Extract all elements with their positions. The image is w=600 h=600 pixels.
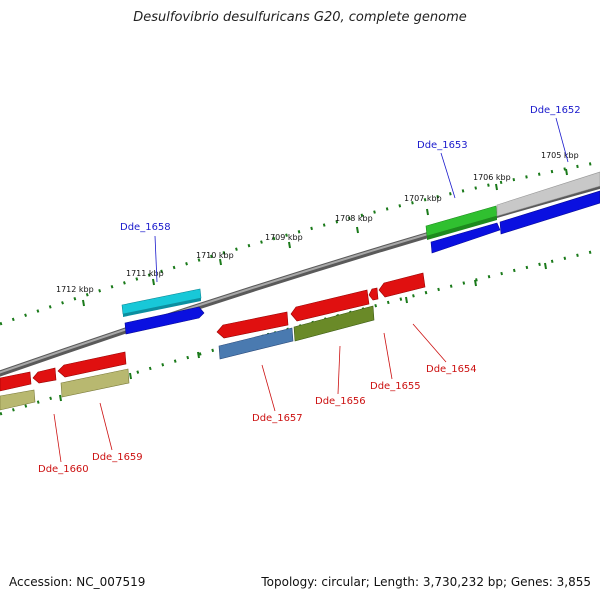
map-title: Desulfovibrio desulfuricans G20, complet… (133, 10, 467, 25)
scale-label: 1705 kbp (541, 151, 579, 160)
scale-label: 1710 kbp (196, 251, 234, 260)
gene-bar-olive[interactable] (293, 305, 375, 342)
gene-label[interactable]: Dde_1655 (370, 381, 421, 392)
gene-label[interactable]: Dde_1658 (120, 222, 171, 233)
gene-bar-red[interactable] (378, 272, 426, 298)
major-ticks-upper (82, 168, 568, 307)
gene-label[interactable]: Dde_1656 (315, 396, 366, 407)
gene-bar-red[interactable] (368, 287, 379, 301)
gene-bar-cyan-shade (123, 298, 201, 317)
gene-bar-steel[interactable] (218, 327, 294, 360)
gene-bar-red[interactable] (216, 311, 289, 339)
gene-label[interactable]: Dde_1659 (92, 452, 143, 463)
scale-label: 1708 kbp (335, 214, 373, 223)
genome-summary: Topology: circular; Length: 3,730,232 bp… (261, 575, 591, 589)
gene-bar-blue[interactable] (499, 190, 600, 235)
gene-bar-khaki[interactable] (60, 368, 130, 398)
gene-label[interactable]: Dde_1652 (530, 105, 581, 116)
gene-bar-red[interactable] (57, 351, 127, 378)
gene-label[interactable]: Dde_1660 (38, 464, 89, 475)
scale-label: 1711 kbp (126, 269, 164, 278)
gene-bar-blue[interactable] (124, 306, 205, 335)
bottom-leader-lines (53, 323, 447, 463)
scale-label: 1706 kbp (473, 173, 511, 182)
accession-label: Accession: NC_007519 (9, 575, 146, 589)
gene-bar-khaki[interactable] (0, 389, 36, 411)
gene-bar-red[interactable] (32, 367, 57, 384)
gene-bar-red[interactable] (0, 371, 32, 392)
gene-bar-gray[interactable] (496, 171, 600, 217)
scale-track-upper (0, 160, 600, 326)
gene-bar-red[interactable] (290, 289, 370, 322)
gene-label[interactable]: Dde_1653 (417, 140, 468, 151)
scale-label: 1709 kbp (265, 233, 303, 242)
gene-label[interactable]: Dde_1654 (426, 364, 477, 375)
gene-bar-blue[interactable] (430, 222, 501, 254)
gene-bar-green-shade (427, 216, 497, 240)
forward-strand-genes (121, 171, 600, 335)
reverse-strand-genes (0, 272, 426, 411)
gene-label[interactable]: Dde_1657 (252, 413, 303, 424)
scale-label: 1712 kbp (56, 285, 94, 294)
top-leader-lines (154, 117, 569, 283)
scale-label: 1707 kbp (404, 194, 442, 203)
